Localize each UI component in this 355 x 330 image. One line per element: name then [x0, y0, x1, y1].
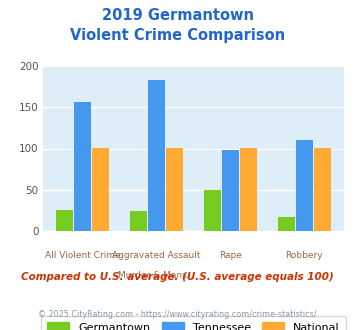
Bar [166, 148, 183, 231]
Text: All Violent Crime: All Violent Crime [45, 251, 120, 260]
Bar [296, 140, 313, 231]
Bar [204, 190, 221, 231]
Text: Robbery: Robbery [285, 251, 323, 260]
Text: 2019 Germantown: 2019 Germantown [102, 8, 253, 23]
Text: Aggravated Assault: Aggravated Assault [112, 251, 201, 260]
Bar [92, 148, 109, 231]
Bar [130, 211, 147, 231]
Bar [56, 211, 73, 231]
Text: Compared to U.S. average. (U.S. average equals 100): Compared to U.S. average. (U.S. average … [21, 272, 334, 282]
Bar [240, 148, 257, 231]
Bar [222, 150, 239, 231]
Text: Rape: Rape [219, 251, 242, 260]
Bar [74, 102, 91, 231]
Legend: Germantown, Tennessee, National: Germantown, Tennessee, National [40, 316, 346, 330]
Bar [148, 80, 165, 231]
Bar [313, 148, 331, 231]
Text: Violent Crime Comparison: Violent Crime Comparison [70, 28, 285, 43]
Text: Murder & Mans...: Murder & Mans... [118, 271, 195, 280]
Text: © 2025 CityRating.com - https://www.cityrating.com/crime-statistics/: © 2025 CityRating.com - https://www.city… [38, 310, 317, 319]
Bar [278, 217, 295, 231]
